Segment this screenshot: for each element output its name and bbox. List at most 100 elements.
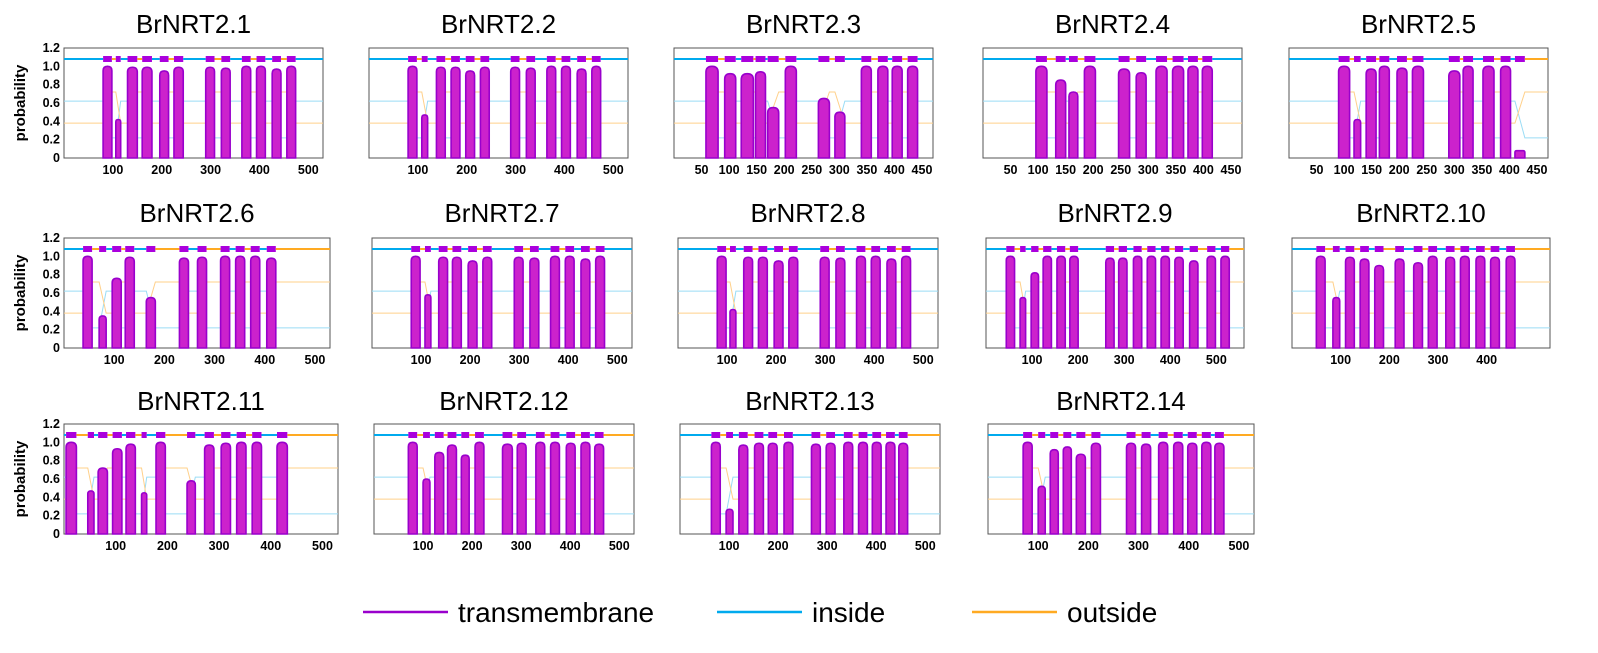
transmembrane-peak <box>1489 256 1501 349</box>
x-tick-label: 300 <box>209 539 230 553</box>
transmembrane-peak <box>885 441 896 535</box>
x-tick-label: 400 <box>554 163 575 177</box>
transmembrane-peak <box>1332 296 1341 349</box>
x-tick-label: 100 <box>407 163 428 177</box>
transmembrane-peak <box>835 257 846 349</box>
transmembrane-topology-bar <box>877 56 888 62</box>
transmembrane-peak <box>549 441 561 535</box>
transmembrane-peak <box>437 256 449 349</box>
transmembrane-peak <box>286 65 297 159</box>
transmembrane-topology-bar <box>141 432 147 438</box>
plot-frame <box>63 423 339 535</box>
transmembrane-topology-bar <box>187 432 196 438</box>
transmembrane-topology-bar <box>221 432 231 438</box>
transmembrane-topology-bar <box>1038 432 1046 438</box>
x-tick-label: 400 <box>1499 163 1520 177</box>
transmembrane-topology-bar <box>1490 246 1500 252</box>
transmembrane-topology-bar <box>127 56 138 62</box>
transmembrane-peak <box>525 67 536 159</box>
transmembrane-topology-bar <box>767 56 779 62</box>
transmembrane-topology-bar <box>173 56 184 62</box>
x-tick-label: 300 <box>817 539 838 553</box>
panel-13: BrNRT2.13 100 200 300 400 500 <box>679 386 941 553</box>
transmembrane-peak <box>82 255 93 349</box>
transmembrane-peak <box>1214 442 1225 535</box>
transmembrane-peak <box>757 256 769 349</box>
transmembrane-peak <box>1396 67 1408 159</box>
transmembrane-topology-bar <box>142 56 152 62</box>
transmembrane-peak <box>516 442 527 535</box>
legend-label-inside: inside <box>812 597 885 628</box>
transmembrane-topology-bar <box>595 246 605 252</box>
x-tick-label: 300 <box>505 163 526 177</box>
x-tick-label: 300 <box>829 163 850 177</box>
y-tick-label: 0.2 <box>43 323 60 337</box>
transmembrane-topology-bar <box>1118 56 1130 62</box>
transmembrane-peak <box>203 444 215 535</box>
legend: transmembrane inside outside <box>363 597 1157 628</box>
transmembrane-topology-bar <box>1056 246 1066 252</box>
transmembrane-topology-bar <box>83 246 93 252</box>
x-tick-label: 300 <box>1428 353 1449 367</box>
transmembrane-peak <box>1042 255 1053 349</box>
x-tick-label: 500 <box>609 539 630 553</box>
x-tick-label: 400 <box>866 539 887 553</box>
transmembrane-topology-bar <box>220 246 230 252</box>
y-tick-label: 0.8 <box>43 454 60 468</box>
x-tick-label: 500 <box>298 163 319 177</box>
x-tick-label: 450 <box>1527 163 1548 177</box>
transmembrane-topology-bar <box>1173 432 1183 438</box>
outside-probability-curve <box>372 281 632 314</box>
transmembrane-topology-bar <box>1126 432 1136 438</box>
transmembrane-topology-bar <box>1105 246 1115 252</box>
transmembrane-topology-bar <box>1050 432 1059 438</box>
transmembrane-peak <box>855 255 867 349</box>
transmembrane-topology-bar <box>1207 246 1216 252</box>
transmembrane-topology-bar <box>1448 56 1460 62</box>
transmembrane-peak <box>1505 255 1516 349</box>
transmembrane-peak <box>145 296 157 349</box>
x-tick-label: 200 <box>774 163 795 177</box>
transmembrane-peak <box>1174 256 1184 349</box>
transmembrane-topology-bar <box>159 56 169 62</box>
transmembrane-peak <box>1482 65 1495 159</box>
transmembrane-topology-bar <box>1156 56 1168 62</box>
transmembrane-topology-bar <box>1316 246 1326 252</box>
transmembrane-peak <box>241 65 252 159</box>
panel-6: BrNRT2.6 100 200 300 400 500 0 0.2 0.4 0.6 0.8 1.0 1… <box>12 198 331 367</box>
transmembrane-topology-bar <box>858 432 868 438</box>
transmembrane-topology-bar <box>197 246 207 252</box>
transmembrane-topology-bar <box>1172 56 1184 62</box>
x-tick-label: 500 <box>603 163 624 177</box>
transmembrane-peak <box>1171 65 1185 159</box>
x-tick-label: 200 <box>460 353 481 367</box>
transmembrane-peak <box>86 490 95 535</box>
panel-14: BrNRT2.14 100 200 300 400 500 <box>987 386 1255 553</box>
transmembrane-topology-bar <box>286 56 296 62</box>
transmembrane-peak <box>1220 255 1231 349</box>
panel-11: BrNRT2.11 100 200 300 400 500 0 0.2 0.4 0.6 0.8 1.0… <box>12 386 339 553</box>
transmembrane-peak <box>65 441 78 535</box>
transmembrane-topology-bar <box>221 56 231 62</box>
x-tick-label: 500 <box>607 353 628 367</box>
transmembrane-peak <box>111 447 123 535</box>
transmembrane-peak <box>593 443 605 535</box>
transmembrane-topology-bar <box>565 246 575 252</box>
x-tick-label: 100 <box>413 539 434 553</box>
transmembrane-peak <box>1206 255 1217 349</box>
transmembrane-topology-bar <box>856 246 866 252</box>
transmembrane-peak <box>549 255 561 349</box>
transmembrane-topology-bar <box>1379 56 1390 62</box>
transmembrane-peak <box>897 442 909 535</box>
x-tick-label: 250 <box>801 163 822 177</box>
transmembrane-peak <box>1062 446 1073 535</box>
transmembrane-topology-bar <box>112 246 122 252</box>
transmembrane-topology-bar <box>886 246 896 252</box>
x-tick-label: 450 <box>1221 163 1242 177</box>
y-tick-label: 1.2 <box>43 231 60 245</box>
transmembrane-peak <box>1344 256 1356 349</box>
transmembrane-peak <box>754 71 767 159</box>
panel-title: BrNRT2.1 <box>136 9 251 39</box>
x-tick-label: 500 <box>312 539 333 553</box>
